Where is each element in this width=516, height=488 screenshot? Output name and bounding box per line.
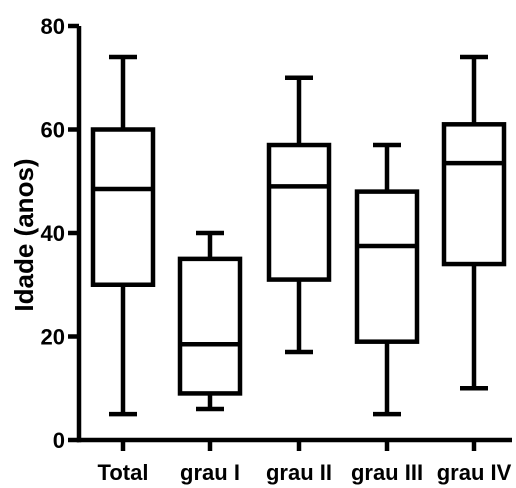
box-total bbox=[90, 54, 156, 417]
x-category-label: Total bbox=[98, 460, 149, 485]
iqr-box bbox=[177, 256, 243, 396]
x-category-label: grau I bbox=[180, 460, 240, 485]
iqr-box bbox=[90, 127, 156, 287]
y-tick-label: 40 bbox=[41, 221, 65, 246]
boxes bbox=[90, 54, 507, 417]
y-tick-label: 60 bbox=[41, 118, 65, 143]
iqr-box bbox=[354, 189, 420, 344]
x-category-label: grau IV bbox=[437, 460, 512, 485]
y-tick-label: 0 bbox=[53, 428, 65, 453]
y-tick-label: 80 bbox=[41, 14, 65, 39]
box-grau-i bbox=[177, 230, 243, 412]
y-tick-label: 20 bbox=[41, 325, 65, 350]
axes: 0 20 40 60 80 Total grau I grau II grau III grau … bbox=[41, 14, 512, 485]
iqr-box bbox=[266, 142, 332, 282]
box-grau-iv bbox=[441, 54, 507, 391]
x-category-label: grau II bbox=[266, 460, 332, 485]
box-grau-ii bbox=[266, 75, 332, 355]
y-axis-title: Idade (anos) bbox=[9, 158, 39, 311]
x-category-label: grau III bbox=[351, 460, 423, 485]
iqr-box bbox=[441, 122, 507, 267]
box-grau-iii bbox=[354, 142, 420, 417]
